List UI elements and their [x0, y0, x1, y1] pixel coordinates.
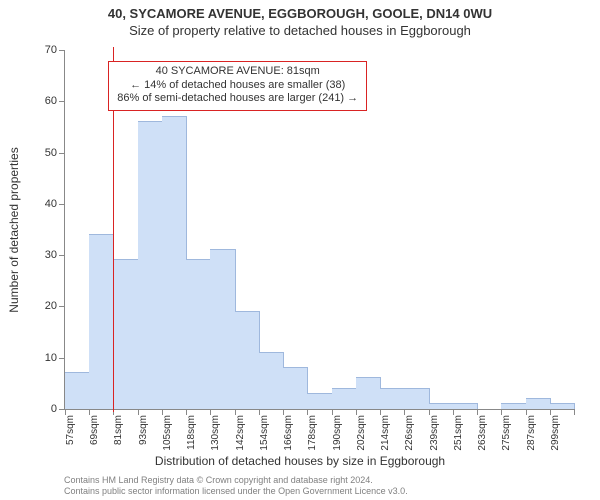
- annotation-line: 86% of semi-detached houses are larger (…: [117, 92, 358, 106]
- y-axis-label: Number of detached properties: [7, 147, 21, 312]
- histogram-bar: [210, 249, 235, 409]
- histogram-bar: [307, 393, 332, 409]
- histogram-bar: [550, 403, 575, 409]
- chart-title-1: 40, SYCAMORE AVENUE, EGGBOROUGH, GOOLE, …: [0, 6, 600, 21]
- histogram-bar: [186, 259, 211, 409]
- x-tick-label: 275sqm: [501, 415, 512, 451]
- y-tick: [59, 358, 65, 359]
- histogram-bar: [404, 388, 429, 410]
- histogram-bar: [501, 403, 526, 409]
- x-tick-label: 299sqm: [550, 415, 561, 451]
- x-tick-label: 287sqm: [526, 415, 537, 451]
- y-tick-label: 20: [45, 300, 57, 312]
- histogram-bar: [356, 377, 381, 409]
- footer-attribution: Contains HM Land Registry data © Crown c…: [64, 475, 408, 497]
- x-tick-label: 69sqm: [89, 415, 100, 445]
- y-tick-label: 10: [45, 352, 57, 364]
- y-tick-label: 0: [51, 403, 57, 415]
- x-tick-label: 166sqm: [283, 415, 294, 451]
- x-tick-label: 81sqm: [113, 415, 124, 445]
- y-tick-label: 30: [45, 249, 57, 261]
- figure: 40, SYCAMORE AVENUE, EGGBOROUGH, GOOLE, …: [0, 0, 600, 500]
- y-tick: [59, 50, 65, 51]
- x-tick-label: 251sqm: [453, 415, 464, 451]
- histogram-bar: [526, 398, 551, 409]
- histogram-bar: [259, 352, 284, 409]
- x-tick-label: 118sqm: [186, 415, 197, 450]
- y-tick-label: 40: [45, 198, 57, 210]
- histogram-bar: [380, 388, 405, 410]
- histogram-bar: [332, 388, 357, 410]
- footer-line-2: Contains public sector information licen…: [64, 486, 408, 497]
- footer-line-1: Contains HM Land Registry data © Crown c…: [64, 475, 408, 486]
- histogram-bar: [162, 116, 187, 409]
- plot-area: 01020304050607057sqm69sqm81sqm93sqm105sq…: [64, 50, 574, 410]
- histogram-bar: [429, 403, 454, 409]
- y-tick: [59, 306, 65, 307]
- x-tick-label: 263sqm: [477, 415, 488, 451]
- x-axis-label: Distribution of detached houses by size …: [0, 454, 600, 468]
- x-tick-label: 226sqm: [404, 415, 415, 451]
- histogram-bar: [235, 311, 260, 409]
- y-tick: [59, 101, 65, 102]
- x-tick-label: 130sqm: [210, 415, 221, 451]
- y-tick: [59, 153, 65, 154]
- histogram-bar: [65, 372, 90, 409]
- x-tick-label: 142sqm: [235, 415, 246, 451]
- x-tick: [574, 409, 575, 415]
- title-block: 40, SYCAMORE AVENUE, EGGBOROUGH, GOOLE, …: [0, 6, 600, 38]
- chart-title-2: Size of property relative to detached ho…: [0, 23, 600, 38]
- histogram-bar: [89, 234, 114, 409]
- x-tick-label: 154sqm: [259, 415, 270, 451]
- annotation-box: 40 SYCAMORE AVENUE: 81sqm← 14% of detach…: [108, 61, 367, 111]
- x-tick-label: 239sqm: [429, 415, 440, 451]
- histogram-bar: [453, 403, 478, 409]
- y-tick-label: 50: [45, 147, 57, 159]
- x-tick-label: 93sqm: [138, 415, 149, 445]
- annotation-line: ← 14% of detached houses are smaller (38…: [117, 79, 358, 93]
- x-tick-label: 190sqm: [332, 415, 343, 451]
- x-tick-label: 178sqm: [307, 415, 318, 451]
- x-tick-label: 105sqm: [162, 415, 173, 451]
- histogram-bar: [283, 367, 308, 409]
- x-tick-label: 202sqm: [356, 415, 367, 451]
- y-tick-label: 70: [45, 44, 57, 56]
- x-tick-label: 214sqm: [380, 415, 391, 451]
- histogram-bar: [138, 121, 163, 409]
- y-tick: [59, 255, 65, 256]
- y-tick: [59, 204, 65, 205]
- y-tick-label: 60: [45, 95, 57, 107]
- annotation-line: 40 SYCAMORE AVENUE: 81sqm: [117, 65, 358, 79]
- histogram-bar: [113, 259, 138, 409]
- x-tick-label: 57sqm: [65, 415, 76, 445]
